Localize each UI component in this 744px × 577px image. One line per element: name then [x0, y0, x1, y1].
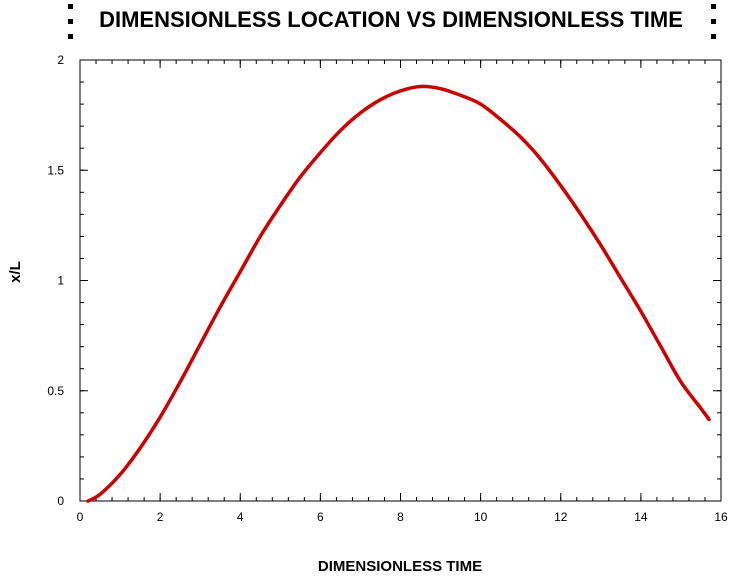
x-axis-label: DIMENSIONLESS TIME [318, 558, 482, 575]
y-tick-label: 1.5 [47, 163, 64, 177]
x-tick-label: 0 [77, 510, 84, 524]
x-tick-label: 4 [237, 510, 244, 524]
x-tick-label: 6 [317, 510, 324, 524]
y-tick-label: 0.5 [47, 384, 64, 398]
plot-frame [79, 59, 722, 502]
minor-ticks [79, 59, 722, 502]
series-layer [86, 84, 711, 503]
series-line [86, 84, 711, 503]
x-tick-label: 14 [634, 510, 648, 524]
y-tick-label: 1 [57, 274, 64, 288]
x-tick-label: 12 [554, 510, 568, 524]
x-tick-label: 10 [474, 510, 488, 524]
x-tick-label: 8 [397, 510, 404, 524]
title-selection-handles [68, 4, 716, 39]
x-tick-label: 2 [157, 510, 164, 524]
y-tick-label: 0 [57, 494, 64, 508]
y-axis-ticks: 0 0.5 1 1.5 2 [47, 53, 721, 508]
x-axis-ticks: 0 2 4 6 8 10 12 14 16 [77, 60, 728, 524]
y-tick-label: 2 [57, 53, 64, 67]
chart-title: DIMENSIONLESS LOCATION VS DIMENSIONLESS … [99, 7, 683, 32]
x-tick-label: 16 [714, 510, 728, 524]
y-axis-label: x/L [7, 261, 24, 283]
